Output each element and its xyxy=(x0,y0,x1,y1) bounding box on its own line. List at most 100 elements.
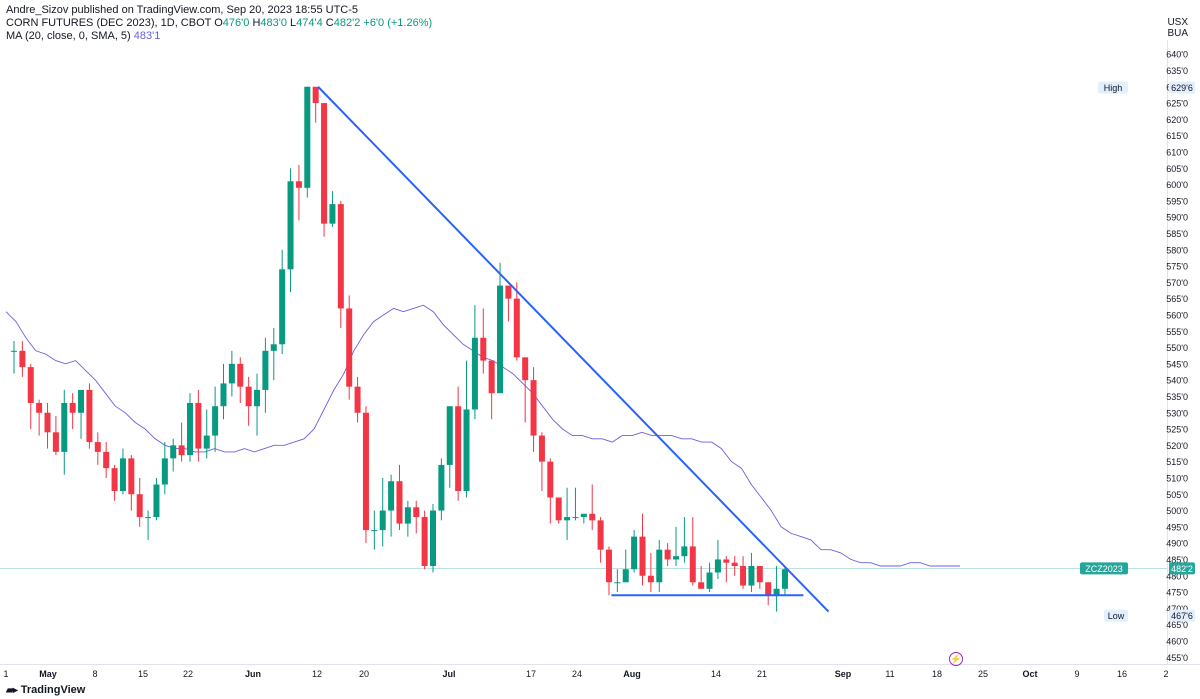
candle[interactable] xyxy=(145,510,152,540)
candle[interactable] xyxy=(111,464,118,501)
trendlines-group[interactable] xyxy=(317,86,830,613)
candle[interactable] xyxy=(589,484,596,531)
candle[interactable] xyxy=(78,389,85,439)
candle[interactable] xyxy=(103,442,110,478)
candle[interactable] xyxy=(237,357,244,403)
candle[interactable] xyxy=(522,357,529,423)
candle[interactable] xyxy=(673,526,680,566)
candle[interactable] xyxy=(295,164,302,221)
candle[interactable] xyxy=(748,552,755,593)
candle[interactable] xyxy=(321,103,328,237)
candle[interactable] xyxy=(404,500,411,537)
candle[interactable] xyxy=(170,438,177,472)
candle[interactable] xyxy=(287,168,294,293)
candle[interactable] xyxy=(480,308,487,374)
candle[interactable] xyxy=(698,565,705,589)
candle[interactable] xyxy=(186,393,193,462)
candles-group[interactable] xyxy=(11,86,788,612)
candle[interactable] xyxy=(547,458,554,524)
candle[interactable] xyxy=(119,448,126,495)
candle[interactable] xyxy=(639,513,646,586)
candle[interactable] xyxy=(362,406,369,544)
candle[interactable] xyxy=(564,487,571,540)
candle[interactable] xyxy=(773,565,780,612)
candle[interactable] xyxy=(681,517,688,563)
candle[interactable] xyxy=(388,474,395,537)
candle[interactable] xyxy=(161,442,168,495)
candle[interactable] xyxy=(279,249,286,355)
candle[interactable] xyxy=(136,477,143,527)
candle[interactable] xyxy=(530,367,537,452)
candle[interactable] xyxy=(731,556,738,576)
candle[interactable] xyxy=(69,393,76,430)
candle[interactable] xyxy=(11,341,17,374)
candle[interactable] xyxy=(656,539,663,593)
candle[interactable] xyxy=(27,363,34,430)
candle[interactable] xyxy=(52,416,59,456)
candle[interactable] xyxy=(153,477,160,521)
candle[interactable] xyxy=(354,376,361,423)
candle[interactable] xyxy=(421,510,428,570)
candle[interactable] xyxy=(538,432,545,491)
candle[interactable] xyxy=(622,549,629,583)
candle[interactable] xyxy=(740,556,747,589)
candle[interactable] xyxy=(756,565,763,589)
candle[interactable] xyxy=(178,422,185,462)
candle[interactable] xyxy=(329,191,336,227)
candle[interactable] xyxy=(86,383,93,449)
candle[interactable] xyxy=(312,86,319,123)
candle[interactable] xyxy=(346,295,353,400)
candle[interactable] xyxy=(714,539,721,580)
candle[interactable] xyxy=(36,399,43,436)
candle[interactable] xyxy=(304,86,311,198)
candle[interactable] xyxy=(438,458,445,521)
candle[interactable] xyxy=(254,373,261,436)
candle[interactable] xyxy=(580,513,587,524)
symbol-row[interactable]: CORN FUTURES (DEC 2023), 1D, CBOT O476'0… xyxy=(6,17,432,30)
candle[interactable] xyxy=(396,464,403,531)
candle[interactable] xyxy=(220,363,227,420)
candle[interactable] xyxy=(706,562,713,593)
candle[interactable] xyxy=(61,389,68,475)
candle[interactable] xyxy=(212,386,219,452)
candle[interactable] xyxy=(379,477,386,547)
candle[interactable] xyxy=(128,455,135,511)
candle[interactable] xyxy=(781,565,788,596)
candle[interactable] xyxy=(94,432,101,465)
candle[interactable] xyxy=(505,285,512,322)
candle[interactable] xyxy=(455,386,462,501)
candle[interactable] xyxy=(245,376,252,426)
candle[interactable] xyxy=(19,341,26,377)
candle[interactable] xyxy=(463,360,470,498)
candle[interactable] xyxy=(371,510,378,550)
candle[interactable] xyxy=(513,282,520,361)
candle[interactable] xyxy=(689,517,696,586)
candle[interactable] xyxy=(765,582,772,606)
candle[interactable] xyxy=(647,552,654,593)
candle[interactable] xyxy=(723,556,730,583)
candle[interactable] xyxy=(413,500,420,534)
candle[interactable] xyxy=(497,262,504,394)
candle[interactable] xyxy=(631,530,638,573)
candle[interactable] xyxy=(203,409,210,459)
candle[interactable] xyxy=(270,327,277,381)
candle[interactable] xyxy=(471,305,478,420)
candle[interactable] xyxy=(664,543,671,566)
tradingview-logo[interactable]: ▰▸ TradingView xyxy=(6,684,85,696)
ma-row[interactable]: MA (20, close, 0, SMA, 5) 483'1 xyxy=(6,30,432,43)
candle[interactable] xyxy=(555,497,562,524)
candle[interactable] xyxy=(228,350,235,397)
candle[interactable] xyxy=(605,546,612,596)
candle[interactable] xyxy=(430,504,436,573)
candle[interactable] xyxy=(446,406,453,488)
candle[interactable] xyxy=(572,487,579,521)
currency-unit[interactable]: USX BUA xyxy=(1167,17,1188,39)
candle[interactable] xyxy=(337,200,344,328)
lightning-event-icon[interactable]: ⚡ xyxy=(949,652,963,666)
candle[interactable] xyxy=(195,389,202,462)
candle[interactable] xyxy=(488,360,495,420)
candle[interactable] xyxy=(44,402,51,449)
candle[interactable] xyxy=(597,517,604,563)
candle[interactable] xyxy=(262,337,269,413)
